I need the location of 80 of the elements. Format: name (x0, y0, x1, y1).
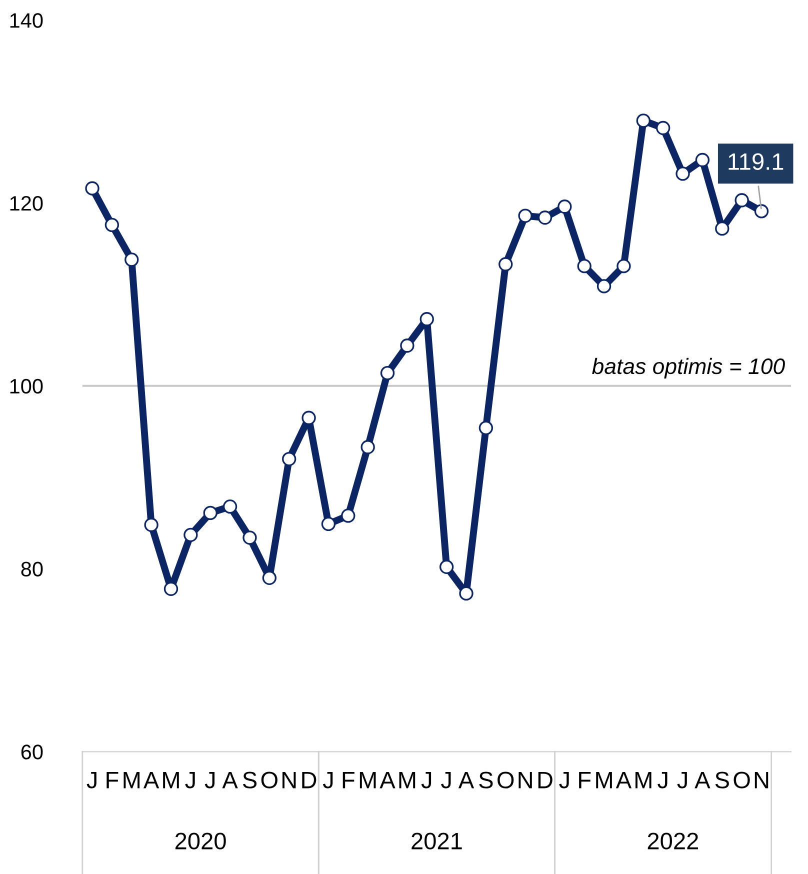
text: 2022 (648, 832, 698, 850)
point (420, 312, 434, 326)
point (104, 218, 120, 232)
x-tick-label: D (538, 772, 552, 788)
x-tick-label: O (498, 772, 514, 788)
x-tick-label: M (360, 772, 376, 788)
x-tick-label: A (380, 772, 396, 788)
ref-line-label: batas optimis = 100 (592, 358, 785, 379)
y-tick-label: 120 (10, 196, 43, 211)
point (577, 258, 592, 274)
point (242, 530, 257, 545)
point (734, 193, 749, 208)
point (439, 560, 454, 574)
point (184, 528, 198, 542)
x-tick-label: S (715, 772, 729, 788)
x-tick-label: N (518, 772, 532, 788)
y-tick-label: 140 (10, 13, 43, 28)
point (498, 257, 513, 272)
x-tick-label: F (342, 772, 354, 788)
x-tick-label: A (694, 772, 710, 788)
point (754, 204, 769, 218)
x-tick-label: N (754, 772, 768, 788)
x-tick-label: O (734, 772, 750, 788)
x-tick-label: O (261, 772, 278, 788)
text: 2021 (412, 832, 462, 850)
x-tick-label: J (86, 772, 96, 788)
x-tick-label: J (204, 772, 215, 788)
x-tick-label: J (658, 772, 668, 788)
point (695, 152, 710, 168)
x-tick-label: M (163, 772, 179, 788)
point (558, 200, 572, 214)
x-tick-label: A (222, 772, 238, 788)
point (459, 586, 474, 601)
x-tick-label: D (302, 772, 316, 788)
point (341, 508, 356, 523)
point (636, 114, 650, 128)
point (538, 210, 552, 225)
x-tick-label: J (559, 772, 569, 788)
point (321, 516, 336, 532)
point (400, 338, 414, 353)
point (518, 208, 532, 223)
point (262, 570, 276, 585)
x-tick-label: F (579, 772, 591, 788)
x-tick-label: J (421, 772, 432, 788)
x-tick-label: J (441, 772, 451, 788)
point (380, 366, 395, 380)
x-tick-label: A (143, 772, 160, 788)
y-tick-label: 60 (21, 744, 43, 760)
x-tick-label: S (242, 772, 257, 788)
x-tick-label: A (616, 772, 632, 788)
point (124, 252, 139, 267)
y-tick-label: 100 (10, 378, 43, 394)
point (596, 279, 612, 294)
point (676, 166, 690, 181)
data-label: 119.1 (728, 153, 784, 170)
point (164, 582, 178, 596)
x-tick-label: M (636, 772, 652, 788)
x-tick-label: J (185, 772, 195, 788)
x-tick-label: A (458, 772, 474, 788)
point (656, 120, 670, 136)
text: 2020 (175, 832, 226, 850)
point (85, 181, 100, 196)
point (616, 258, 631, 274)
x-tick-label: M (399, 772, 416, 788)
point (302, 410, 316, 425)
point (144, 518, 158, 532)
x-tick-label: J (322, 772, 333, 788)
x-tick-label: F (106, 772, 118, 788)
point (360, 440, 375, 454)
x-tick-label: J (677, 772, 687, 788)
x-tick-label: M (124, 772, 140, 788)
y-tick-label: 80 (21, 562, 43, 577)
point (203, 506, 218, 520)
point (282, 452, 296, 466)
point (222, 499, 238, 514)
point (478, 420, 494, 436)
x-tick-label: N (282, 772, 296, 788)
point (715, 222, 730, 236)
x-tick-label: S (479, 772, 493, 788)
x-tick-label: M (596, 772, 612, 788)
